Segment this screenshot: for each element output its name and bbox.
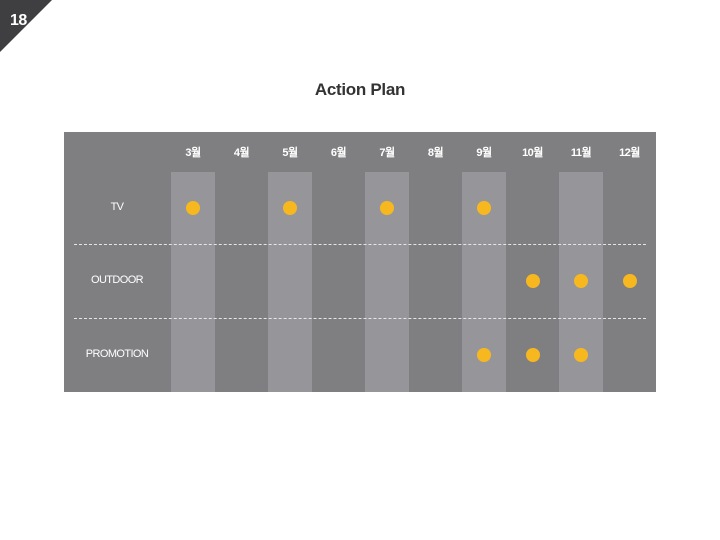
month-header: 3월 (185, 147, 201, 159)
month-header: 10월 (522, 147, 543, 159)
schedule-dot (283, 201, 297, 215)
month-header: 6월 (330, 147, 347, 159)
schedule-dot (574, 348, 588, 362)
schedule-dot (622, 274, 637, 288)
month-header: 5월 (282, 147, 298, 159)
row-label-tv: TV (110, 201, 124, 213)
schedule-dot (186, 201, 200, 215)
month-header: 11월 (570, 147, 592, 159)
schedule-dot (477, 201, 491, 215)
schedule-dot (525, 274, 540, 288)
month-header: 8월 (427, 147, 444, 159)
schedule-dot (477, 348, 491, 362)
month-header: 12월 (619, 147, 640, 159)
month-header: 7월 (379, 147, 395, 159)
page-title: Action Plan (314, 80, 406, 99)
month-header: 4월 (233, 147, 250, 159)
page-number: 18 (10, 12, 27, 29)
schedule-dot (525, 348, 540, 362)
schedule-dot (574, 274, 588, 288)
schedule-dot (380, 201, 394, 215)
row-divider-2 (74, 318, 646, 319)
month-header: 9월 (476, 147, 492, 159)
row-label-outdoor: OUTDOOR (90, 274, 144, 286)
row-label-promotion: PROMOTION (85, 348, 149, 360)
corner-tab (0, 0, 52, 52)
action-plan-grid: 3월 4월 5월 6월 7월 8월 9월 10월 11월 12월 TV OUTDOOR PROMOTIO… (64, 132, 656, 392)
row-divider-1 (74, 244, 646, 245)
